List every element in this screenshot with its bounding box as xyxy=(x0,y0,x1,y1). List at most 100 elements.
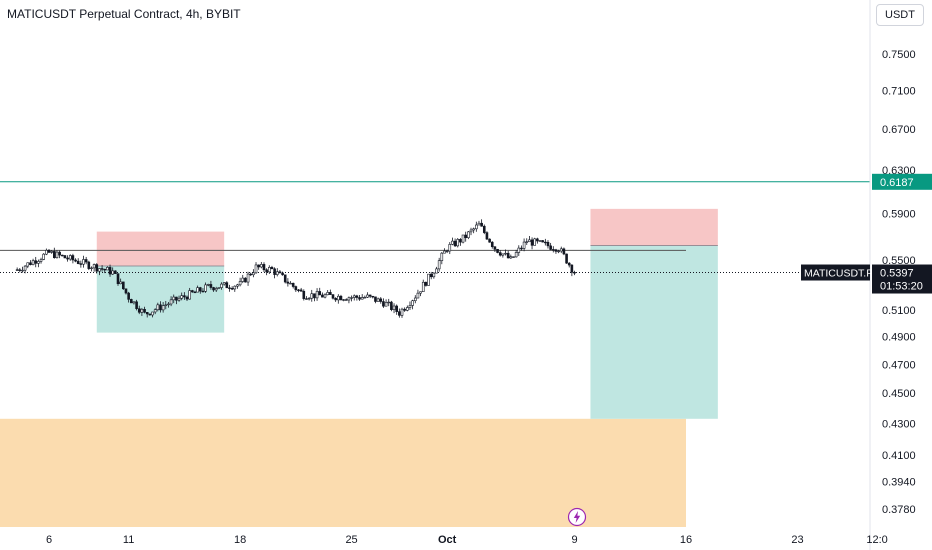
candle-body-down xyxy=(262,264,266,271)
candle-body-up xyxy=(467,231,470,239)
candle-body-up xyxy=(196,287,199,293)
candle-body-up xyxy=(42,253,45,260)
candle-body-up xyxy=(501,253,505,256)
zones-layer xyxy=(0,208,718,527)
price-tick-label: 0.3780 xyxy=(882,504,916,516)
candle-body-up xyxy=(214,288,218,291)
candle-body-down xyxy=(116,273,120,285)
candle-body-up xyxy=(416,292,420,299)
time-axis[interactable]: 6 11 18 25 Oct 9 16 23 12:0 xyxy=(46,534,888,546)
candle-body-up xyxy=(204,284,207,292)
candle-body-up xyxy=(188,290,191,300)
candle-body-down xyxy=(390,301,393,310)
candle-body-down xyxy=(209,284,213,288)
time-tick-label: 6 xyxy=(46,534,52,546)
candle-body-up xyxy=(440,252,444,261)
candle-body-up xyxy=(366,294,369,298)
candle-body-up xyxy=(421,281,425,292)
candle-body-down xyxy=(334,297,337,301)
candle-body-down xyxy=(127,292,130,300)
candle-body-up xyxy=(445,250,449,253)
candle-body-up xyxy=(39,259,43,262)
candle-body-up xyxy=(376,298,380,302)
last-price-tag xyxy=(872,264,932,294)
candle-body-down xyxy=(286,281,290,284)
candle-body-down xyxy=(278,271,282,274)
candle-body-down xyxy=(368,294,372,297)
candle-body-up xyxy=(164,304,168,306)
price-tick-label: 0.6700 xyxy=(882,124,916,136)
price-tick-label: 0.6300 xyxy=(882,165,916,177)
time-tick-label: 9 xyxy=(571,534,577,546)
price-tick-label: 0.4300 xyxy=(882,418,916,430)
candle-body-down xyxy=(145,311,149,315)
price-tick-label: 0.5500 xyxy=(882,255,916,267)
candle-body-up xyxy=(477,222,481,226)
candle-body-up xyxy=(509,256,513,259)
candle-body-up xyxy=(522,241,526,249)
candle-body-up xyxy=(363,296,367,299)
position-stop-zone[interactable] xyxy=(96,231,225,267)
time-tick-label: 12:0 xyxy=(866,534,887,546)
candle-body-down xyxy=(541,240,544,243)
candle-body-down xyxy=(313,293,316,299)
candle-body-up xyxy=(151,311,154,316)
candle-body-up xyxy=(260,264,263,268)
symbol-tag xyxy=(801,264,870,281)
candle-body-up xyxy=(504,252,507,255)
candle-body-up xyxy=(435,268,438,274)
candle-body-up xyxy=(387,301,391,304)
candle-body-down xyxy=(459,239,462,243)
candle-body-down xyxy=(159,304,162,311)
candle-body-up xyxy=(533,238,537,246)
candle-body-down xyxy=(273,268,276,275)
candle-body-down xyxy=(546,241,550,247)
currency-button[interactable]: USDT xyxy=(876,4,924,26)
candle-body-up xyxy=(236,284,239,287)
candle-body-down xyxy=(496,248,499,253)
candle-body-down xyxy=(34,260,38,264)
candle-body-up xyxy=(411,300,414,306)
candle-body-down xyxy=(294,286,298,291)
candle-body-down xyxy=(79,263,83,265)
price-axis[interactable]: 0.7500 0.7100 0.6700 0.6300 0.5900 0.5500 0.51… xyxy=(882,49,916,516)
candle-body-down xyxy=(398,311,401,316)
candle-body-up xyxy=(525,241,529,243)
lightning-bolt-icon[interactable] xyxy=(567,507,587,527)
candle-body-up xyxy=(456,239,460,247)
candle-body-down xyxy=(530,239,534,246)
candle-body-down xyxy=(244,277,247,283)
candle-body-down xyxy=(230,288,234,290)
candle-body-up xyxy=(23,265,27,271)
position-target-zone[interactable] xyxy=(96,266,225,333)
time-tick-label: 23 xyxy=(791,534,803,546)
candle-body-up xyxy=(106,267,109,271)
candle-body-down xyxy=(100,268,104,270)
time-tick-label: Oct xyxy=(438,534,457,546)
candle-body-up xyxy=(289,282,292,285)
candle-body-up xyxy=(26,262,30,267)
candle-body-down xyxy=(565,253,568,264)
demand-zone[interactable] xyxy=(0,418,686,527)
candle-body-up xyxy=(217,287,221,289)
candle-body-down xyxy=(573,272,576,274)
candle-body-down xyxy=(47,249,51,253)
candle-body-down xyxy=(281,272,284,276)
candle-body-down xyxy=(63,255,67,259)
candle-body-down xyxy=(382,301,385,307)
candle-body-down xyxy=(74,259,77,262)
candle-body-down xyxy=(355,295,359,298)
candle-body-up xyxy=(408,305,412,308)
position-target-zone[interactable] xyxy=(590,245,718,419)
candle-body-up xyxy=(90,267,93,269)
candle-body-down xyxy=(490,241,494,248)
candle-body-down xyxy=(129,299,133,304)
candle-body-up xyxy=(451,240,454,245)
candle-body-up xyxy=(517,247,521,253)
position-stop-zone[interactable] xyxy=(590,208,718,246)
candle-body-down xyxy=(175,296,178,301)
bar-countdown-label: 01:53:20 xyxy=(880,281,923,293)
candle-body-down xyxy=(185,296,189,300)
candle-body-up xyxy=(419,291,422,294)
